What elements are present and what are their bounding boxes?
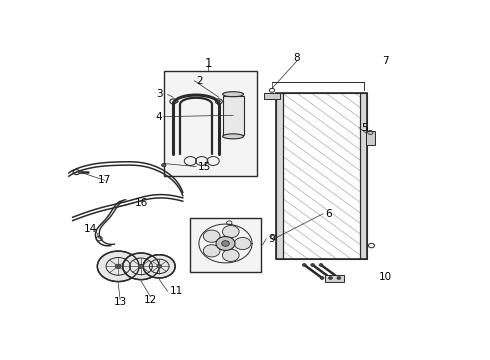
Text: 14: 14 <box>84 224 98 234</box>
Circle shape <box>216 237 235 251</box>
Bar <box>360 93 367 260</box>
Circle shape <box>115 264 121 269</box>
Circle shape <box>78 171 82 174</box>
Text: 4: 4 <box>155 112 162 122</box>
Text: 17: 17 <box>98 175 111 185</box>
Text: 15: 15 <box>198 162 211 172</box>
Bar <box>276 93 283 260</box>
Ellipse shape <box>222 134 244 139</box>
Text: 3: 3 <box>156 90 163 99</box>
Circle shape <box>203 245 220 257</box>
Text: 10: 10 <box>378 273 392 283</box>
Circle shape <box>311 264 315 266</box>
Text: 1: 1 <box>205 58 212 71</box>
Circle shape <box>138 264 144 269</box>
Text: 6: 6 <box>325 209 332 219</box>
Bar <box>190 218 261 272</box>
Circle shape <box>98 251 139 282</box>
Circle shape <box>302 264 306 266</box>
Circle shape <box>337 276 341 279</box>
Text: 9: 9 <box>268 234 275 244</box>
Circle shape <box>218 100 220 103</box>
Text: 16: 16 <box>135 198 148 208</box>
Circle shape <box>157 265 162 268</box>
Circle shape <box>221 241 229 246</box>
Bar <box>164 71 257 176</box>
Bar <box>366 131 375 145</box>
Text: 5: 5 <box>361 123 368 133</box>
Circle shape <box>329 276 332 279</box>
Circle shape <box>320 276 324 279</box>
Circle shape <box>123 253 159 280</box>
Circle shape <box>162 163 166 167</box>
Ellipse shape <box>222 92 244 97</box>
Bar <box>276 93 367 260</box>
Text: 7: 7 <box>382 56 389 66</box>
Bar <box>222 96 244 135</box>
Text: 8: 8 <box>294 53 300 63</box>
Text: 13: 13 <box>114 297 127 307</box>
Text: 12: 12 <box>144 294 157 305</box>
Text: 2: 2 <box>196 76 203 86</box>
Text: 11: 11 <box>170 286 183 296</box>
Circle shape <box>222 225 239 238</box>
Circle shape <box>143 255 175 278</box>
Bar <box>325 275 344 282</box>
Bar <box>265 93 280 99</box>
Circle shape <box>319 264 323 266</box>
Circle shape <box>175 100 178 103</box>
Circle shape <box>222 249 239 261</box>
Circle shape <box>234 237 251 249</box>
Bar <box>283 93 360 260</box>
Circle shape <box>203 230 220 242</box>
